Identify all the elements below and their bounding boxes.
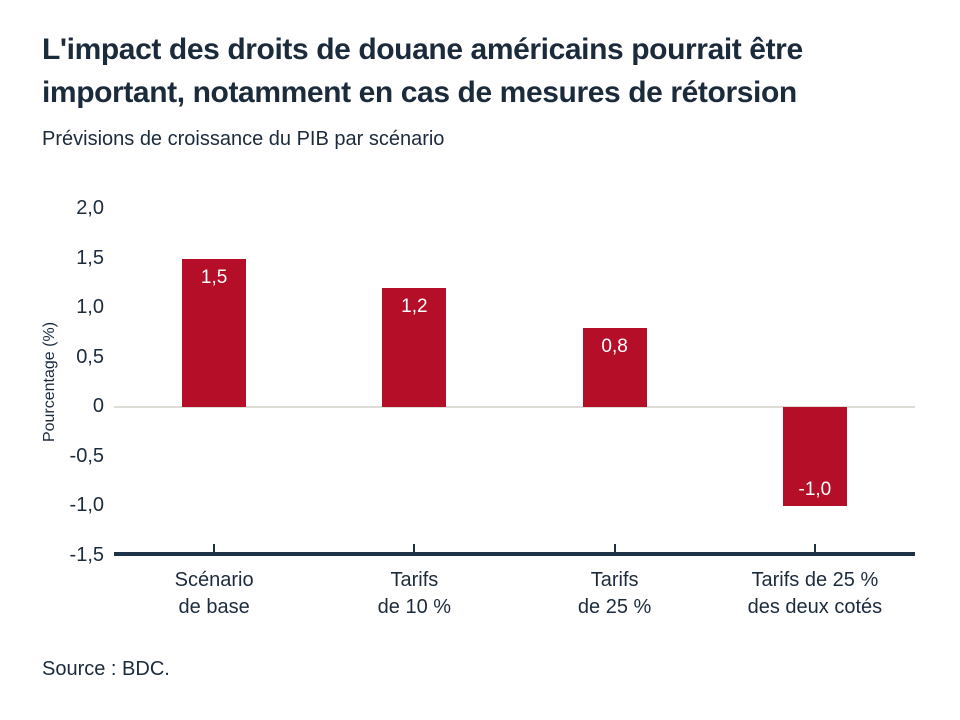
bar bbox=[582, 327, 647, 407]
chart-subtitle: Prévisions de croissance du PIB par scén… bbox=[42, 128, 445, 150]
source-note: Source : BDC. bbox=[42, 658, 170, 680]
x-axis-tick bbox=[213, 543, 216, 552]
bar-chart-plot-area: 2,0 1,5 1,0 0,5 0 -0,5 -1,0 -1,5 1,5 Scénario de … bbox=[70, 197, 915, 618]
bar-value-label: 0,8 bbox=[601, 335, 628, 357]
y-axis-title: Pourcentage (%) bbox=[41, 321, 58, 443]
x-axis-tick bbox=[613, 543, 616, 552]
bar-value-label: 1,2 bbox=[401, 296, 428, 318]
bar bbox=[382, 288, 447, 407]
bar bbox=[782, 407, 847, 506]
bar-value-label: 1,5 bbox=[200, 266, 228, 288]
y-tick-label: 0,5 bbox=[76, 345, 104, 368]
zero-gridline bbox=[114, 406, 915, 408]
category-label: Scénario de base bbox=[174, 568, 254, 618]
bar bbox=[182, 258, 247, 407]
y-tick-label: 1,0 bbox=[76, 296, 104, 319]
x-axis-line bbox=[114, 551, 915, 556]
y-tick-label: 2,0 bbox=[76, 197, 104, 220]
page-title: L'impact des droits de douane américains… bbox=[42, 28, 803, 114]
category-label: Tarifs de 25 % bbox=[577, 568, 652, 618]
x-axis-tick bbox=[813, 543, 816, 552]
y-tick-label: -1,5 bbox=[69, 543, 104, 566]
y-tick-label: 1,5 bbox=[76, 246, 104, 269]
bar-value-label: -1,0 bbox=[798, 479, 832, 500]
page-title-line-2: important, notamment en cas de mesures d… bbox=[42, 76, 797, 109]
category-label: Tarifs de 25 % des deux cotés bbox=[747, 568, 883, 618]
y-tick-label: -0,5 bbox=[69, 444, 104, 467]
category-label: Tarifs de 10 % bbox=[377, 568, 452, 618]
x-axis-tick bbox=[413, 543, 416, 552]
y-tick-label: 0 bbox=[92, 395, 104, 418]
y-tick-label: -1,0 bbox=[69, 494, 104, 517]
page-title-line-1: L'impact des droits de douane américains… bbox=[42, 33, 803, 66]
